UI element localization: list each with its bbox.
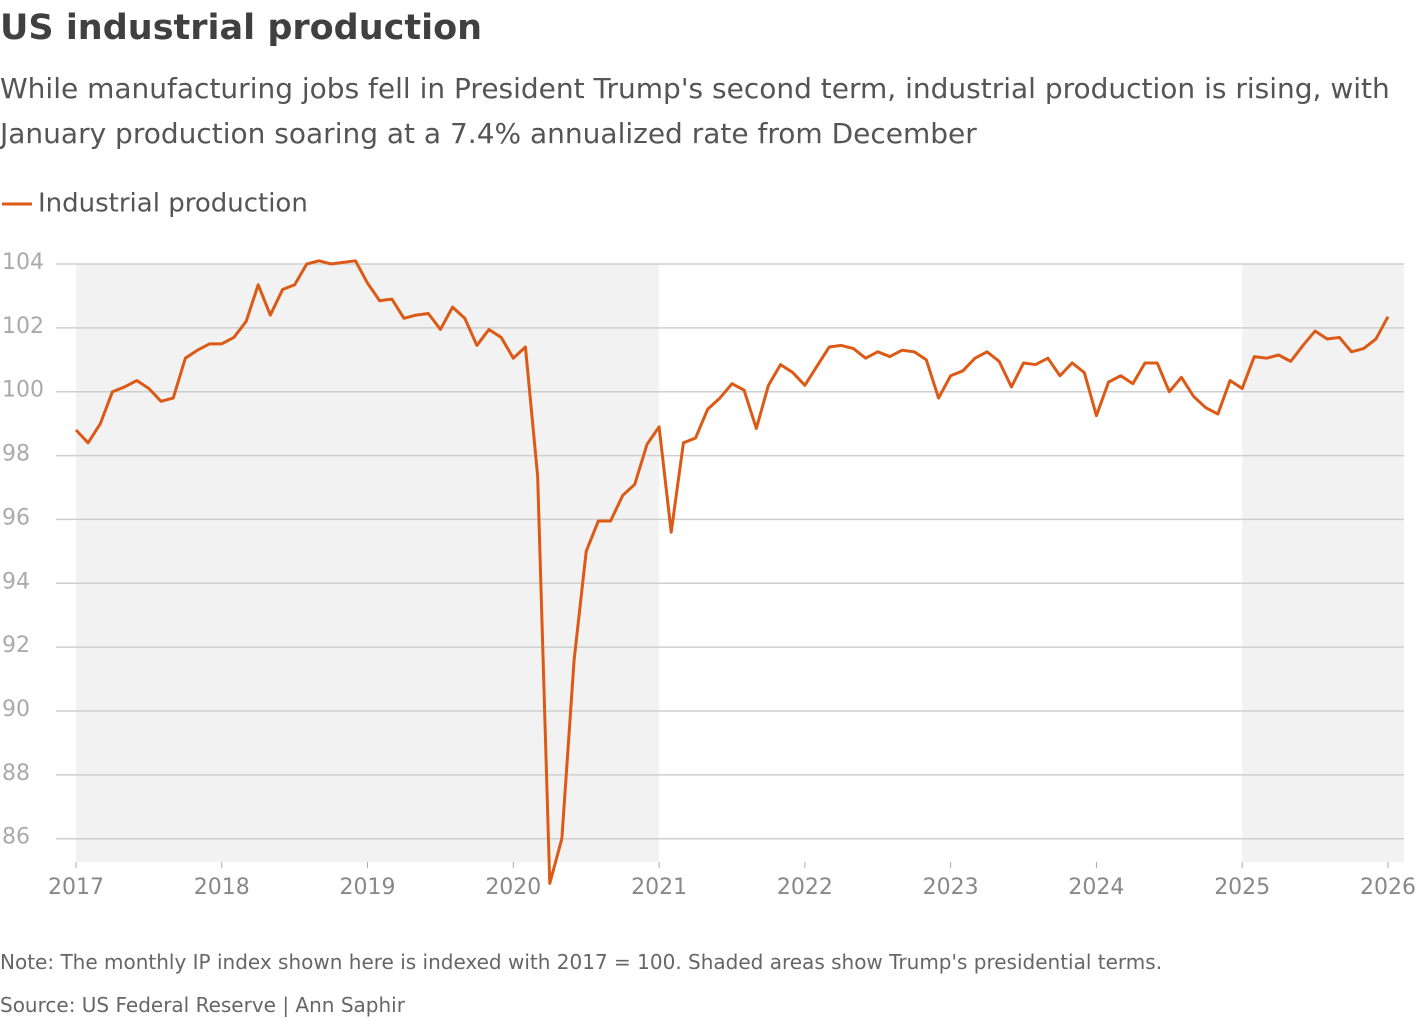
y-tick-label: 90 <box>2 697 30 722</box>
source: Source: US Federal Reserve | Ann Saphir <box>0 993 405 1017</box>
x-tick-label: 2021 <box>631 875 687 900</box>
y-tick-label: 92 <box>2 633 30 658</box>
x-tick-label: 2024 <box>1068 875 1124 900</box>
data-line <box>74 259 1390 885</box>
x-tick-label: 2022 <box>777 875 833 900</box>
chart-subtitle: While manufacturing jobs fell in Preside… <box>0 72 1390 150</box>
x-tick-label: 2026 <box>1360 875 1416 900</box>
x-tick-label: 2023 <box>923 875 979 900</box>
legend-label: Industrial production <box>38 189 308 219</box>
shaded-range <box>76 264 660 862</box>
x-tick-label: 2017 <box>48 875 104 900</box>
y-tick-label: 88 <box>2 761 30 786</box>
y-tick-label: 100 <box>2 378 44 403</box>
x-tick-label: 2020 <box>485 875 541 900</box>
y-tick-label: 102 <box>2 314 44 339</box>
note: Note: The monthly IP index shown here is… <box>0 950 1163 974</box>
y-tick-label: 86 <box>2 825 30 850</box>
x-tick-label: 2018 <box>194 875 250 900</box>
y-tick-label: 94 <box>2 569 30 594</box>
y-tick-label: 98 <box>2 442 30 467</box>
x-tick-label: 2019 <box>340 875 396 900</box>
y-tick-label: 104 <box>2 250 44 275</box>
chart-title: US industrial production <box>0 8 483 48</box>
shaded-range <box>1242 264 1404 862</box>
y-tick-label: 96 <box>2 505 30 530</box>
x-tick-label: 2025 <box>1214 875 1270 900</box>
